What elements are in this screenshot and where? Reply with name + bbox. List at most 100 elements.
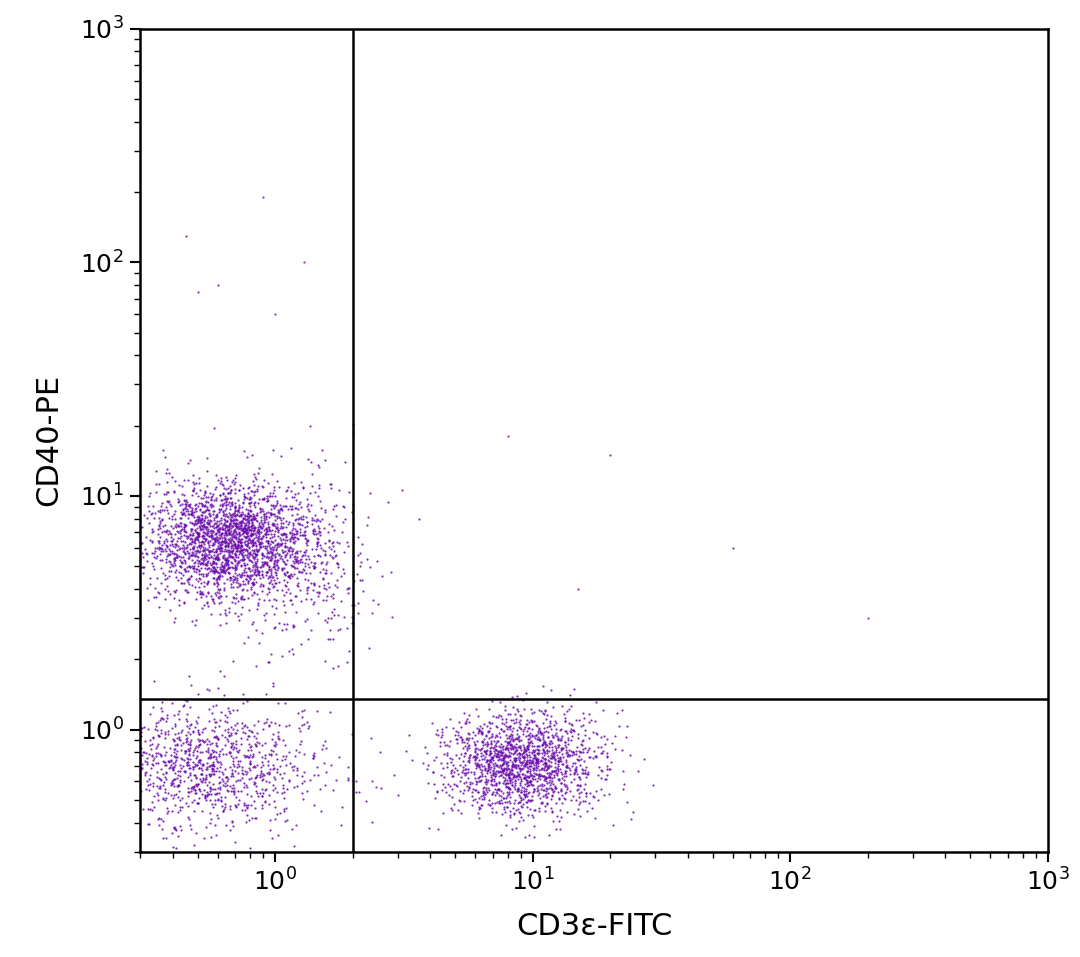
Point — [280, 501, 297, 517]
Point — [496, 716, 513, 731]
Point — [176, 518, 193, 533]
Point — [423, 716, 441, 731]
Point — [184, 502, 201, 518]
Point — [276, 539, 294, 554]
Point — [514, 791, 531, 807]
Point — [483, 776, 500, 791]
Point — [248, 601, 266, 616]
Point — [187, 785, 204, 800]
Point — [267, 519, 284, 534]
Point — [260, 558, 278, 573]
Point — [584, 724, 602, 740]
Point — [219, 480, 237, 496]
Point — [495, 752, 512, 768]
Point — [500, 769, 517, 785]
Point — [467, 755, 484, 770]
Point — [177, 727, 194, 743]
Point — [210, 519, 227, 534]
Point — [248, 543, 266, 558]
Point — [269, 828, 286, 843]
Point — [542, 758, 559, 773]
Point — [133, 724, 150, 740]
Point — [240, 729, 257, 745]
Point — [221, 518, 239, 533]
Point — [313, 742, 330, 757]
Point — [509, 742, 526, 757]
Point — [199, 784, 216, 799]
Point — [195, 553, 213, 568]
Point — [174, 799, 191, 814]
Point — [287, 487, 305, 502]
Point — [483, 805, 500, 820]
Point — [190, 528, 207, 544]
Point — [545, 747, 563, 763]
Point — [257, 736, 274, 751]
Point — [285, 839, 302, 855]
Point — [257, 606, 274, 621]
Point — [501, 787, 518, 802]
Point — [134, 747, 151, 763]
Point — [257, 782, 274, 797]
Point — [197, 790, 214, 805]
Point — [268, 554, 285, 569]
Point — [545, 763, 563, 778]
Point — [526, 738, 543, 753]
Point — [198, 547, 215, 563]
Point — [175, 487, 192, 502]
Point — [283, 440, 300, 456]
Point — [593, 746, 610, 761]
Point — [595, 788, 612, 803]
Point — [517, 781, 535, 796]
Point — [157, 771, 174, 787]
Point — [476, 762, 494, 777]
Point — [197, 485, 214, 501]
Point — [546, 752, 564, 768]
Point — [219, 539, 237, 554]
Point — [237, 489, 254, 504]
Point — [266, 559, 283, 574]
Point — [199, 743, 216, 758]
Point — [265, 547, 282, 563]
Point — [473, 724, 490, 740]
Point — [265, 442, 282, 457]
Point — [490, 775, 508, 790]
Point — [225, 505, 242, 521]
Point — [190, 564, 207, 579]
Point — [306, 548, 323, 564]
Point — [222, 548, 240, 564]
Point — [219, 535, 237, 550]
Point — [140, 771, 158, 787]
Point — [298, 551, 315, 567]
Point — [180, 558, 198, 573]
Point — [518, 779, 536, 794]
Point — [420, 820, 437, 835]
Point — [233, 543, 251, 558]
Point — [543, 800, 561, 815]
Point — [345, 416, 362, 432]
Point — [138, 529, 156, 545]
Point — [251, 564, 268, 579]
Point — [508, 750, 525, 766]
Point — [220, 703, 238, 719]
Point — [181, 734, 199, 749]
Point — [327, 508, 345, 523]
Point — [151, 771, 168, 787]
Point — [526, 771, 543, 787]
Point — [470, 756, 487, 771]
Point — [459, 733, 476, 748]
Point — [487, 739, 504, 754]
Point — [224, 497, 241, 512]
Point — [295, 478, 312, 494]
Point — [467, 727, 484, 743]
Point — [249, 565, 267, 580]
Point — [296, 530, 313, 545]
Point — [248, 587, 266, 602]
Point — [219, 700, 237, 715]
Point — [242, 527, 259, 543]
Point — [200, 745, 217, 760]
Point — [212, 712, 229, 727]
Point — [145, 750, 162, 766]
Point — [467, 736, 484, 751]
Point — [286, 545, 303, 561]
Point — [193, 504, 211, 520]
